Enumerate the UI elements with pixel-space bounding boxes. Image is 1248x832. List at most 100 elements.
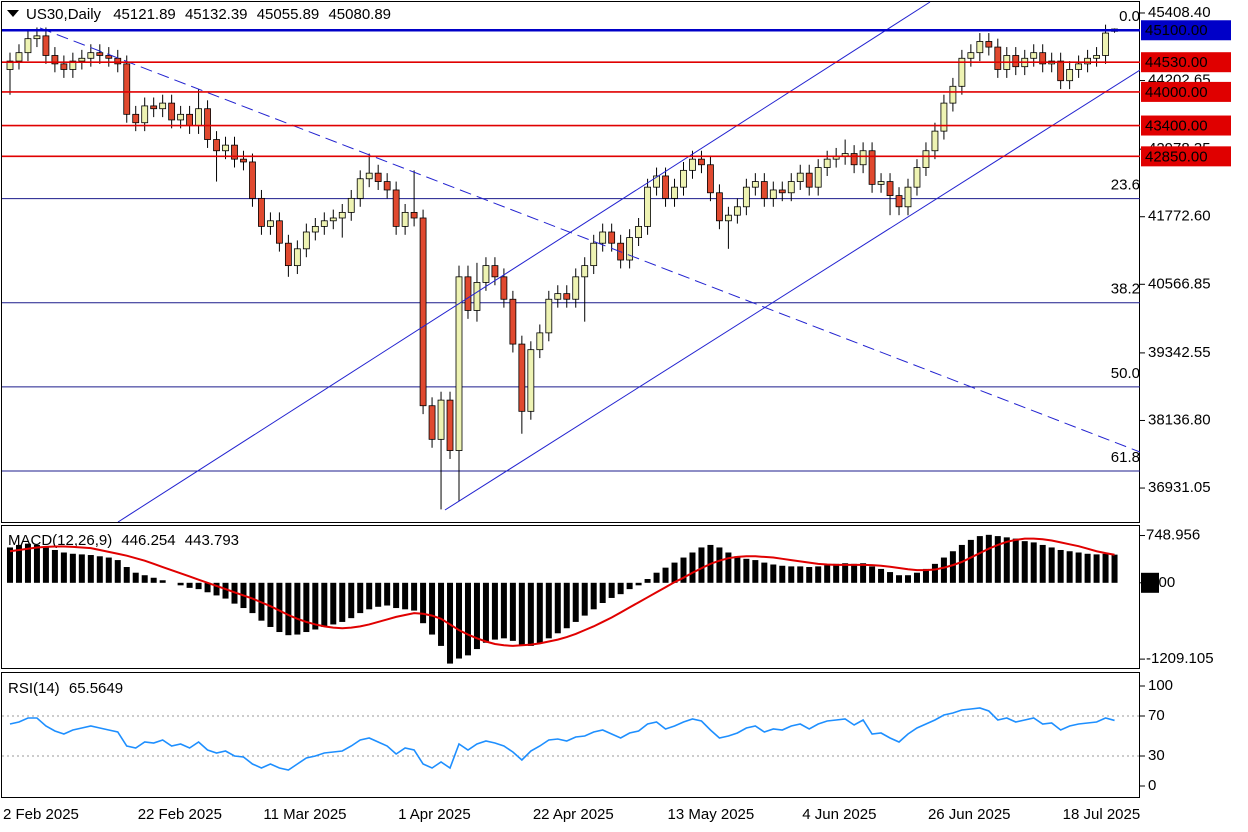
macd-zero-box xyxy=(1141,572,1159,593)
macd-bar xyxy=(482,582,489,643)
price-level-label: 43400.00 xyxy=(1145,117,1208,134)
candle-body xyxy=(904,186,912,208)
menu-triangle-icon[interactable] xyxy=(7,10,19,17)
macd-bar xyxy=(1039,544,1046,583)
candle-body xyxy=(105,55,113,59)
x-tick-label: 18 Jul 2025 xyxy=(1063,806,1141,823)
macd-bar xyxy=(940,557,947,583)
macd-bar xyxy=(770,564,777,583)
symbol: US30,Daily xyxy=(26,6,102,23)
y-tick-label: 39342.55 xyxy=(1148,344,1211,361)
macd-bar xyxy=(78,554,85,583)
candle-body xyxy=(572,276,580,300)
price-level-box xyxy=(1141,146,1231,167)
macd-bar xyxy=(1057,549,1064,583)
macd-bar xyxy=(204,582,211,593)
macd-bar xyxy=(860,563,867,583)
rsi-value: 65.5649 xyxy=(69,680,123,697)
candle-body xyxy=(347,197,355,213)
macd-bar xyxy=(339,582,346,622)
macd-bar xyxy=(456,582,462,659)
candle-body xyxy=(500,276,508,300)
candle-body xyxy=(1057,60,1065,82)
candle-body xyxy=(491,265,499,278)
macd-bar xyxy=(1066,551,1073,583)
macd-bar xyxy=(689,552,696,583)
y-tick-label: 45408.40 xyxy=(1148,4,1211,21)
macd-bar xyxy=(447,582,454,664)
macd-bar xyxy=(375,582,382,607)
macd-bar xyxy=(491,582,498,640)
candle-body xyxy=(886,181,894,196)
macd-title: MACD(12,26,9) xyxy=(8,532,112,549)
macd-bar xyxy=(87,555,94,583)
macd-bar xyxy=(851,563,858,583)
candle-body xyxy=(931,130,939,152)
macd-bar xyxy=(105,557,112,583)
candle-body xyxy=(796,172,804,182)
macd-bar xyxy=(761,562,768,583)
candle-body xyxy=(698,158,705,166)
macd-bar xyxy=(429,582,436,635)
macd-bar xyxy=(267,582,274,627)
candle-body xyxy=(114,57,122,65)
macd-bar xyxy=(195,582,202,590)
macd-bar xyxy=(285,582,292,636)
macd-bar xyxy=(1102,553,1109,583)
candle-body xyxy=(545,298,553,334)
candle-body xyxy=(383,181,391,191)
candle-body xyxy=(401,211,409,227)
macd-bar xyxy=(572,582,579,622)
candle-body xyxy=(1039,52,1047,65)
macd-bar xyxy=(150,577,157,583)
macd-bar xyxy=(393,582,400,609)
candle-body xyxy=(195,108,202,126)
candle-body xyxy=(60,63,68,70)
candle-body xyxy=(922,150,930,168)
x-tick-label: 4 Jun 2025 xyxy=(802,806,876,823)
candle-body xyxy=(186,113,194,126)
macd-tick-label: 748.956 xyxy=(1146,527,1200,544)
macd-bar xyxy=(653,572,660,583)
macd-bar xyxy=(536,582,543,644)
macd-bar xyxy=(411,582,418,611)
macd-bar xyxy=(500,582,507,639)
rsi-title: RSI(14) xyxy=(8,680,60,697)
candle-body xyxy=(329,217,337,222)
dashed-trendline xyxy=(39,27,1140,453)
macd-bar xyxy=(330,582,337,625)
candle-body xyxy=(581,265,589,278)
candle-body xyxy=(123,63,131,115)
macd-bar xyxy=(1030,542,1037,583)
macd-bar xyxy=(797,566,804,583)
macd-bar xyxy=(545,582,552,639)
candle-body xyxy=(958,57,966,87)
candle-body xyxy=(275,220,283,244)
candle-body xyxy=(240,158,247,163)
macd-bar xyxy=(312,582,319,630)
macd-bar xyxy=(815,566,822,583)
price-level-label: 44000.00 xyxy=(1145,84,1208,101)
candle-body xyxy=(509,298,517,345)
macd-bar xyxy=(590,582,597,610)
macd-bar xyxy=(671,562,678,583)
candle-body xyxy=(284,242,292,267)
fib-level-label: 38.2 xyxy=(1111,281,1140,298)
channel-upper xyxy=(117,1,931,522)
candle-body xyxy=(527,349,535,412)
macd-bar xyxy=(402,582,409,610)
channel-lower xyxy=(444,69,1140,511)
candle-body xyxy=(635,225,642,239)
macd-bar xyxy=(869,566,876,583)
macd-bar xyxy=(213,582,220,596)
candle-body xyxy=(311,225,319,233)
candle-body xyxy=(1093,55,1100,59)
x-tick-label: 22 Apr 2025 xyxy=(533,806,614,823)
macd-tick-label: -1209.105 xyxy=(1146,650,1214,667)
candle-body xyxy=(15,52,23,62)
candles xyxy=(6,24,1118,510)
macd-bar xyxy=(24,543,31,583)
candle-body xyxy=(859,150,867,166)
macd-bar xyxy=(141,575,148,583)
